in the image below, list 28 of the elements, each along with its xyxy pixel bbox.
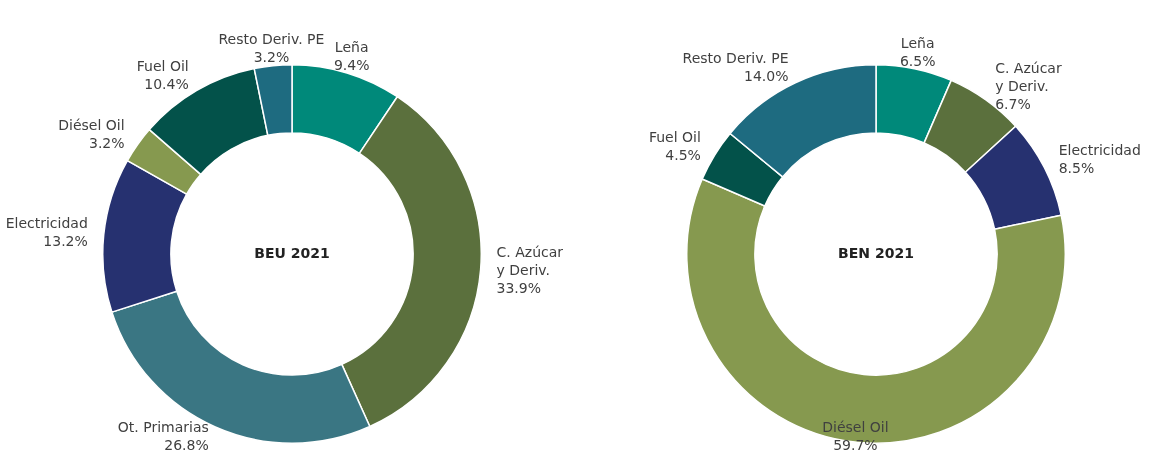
- data-label: 6.5%: [899, 52, 936, 69]
- slice-label: Fuel Oil: [648, 128, 701, 145]
- data-label: 59.7%: [833, 436, 878, 453]
- slice-label: Leña: [334, 39, 369, 56]
- slice-label: Diésel Oil: [822, 418, 889, 435]
- data-label: 3.2%: [253, 49, 290, 66]
- data-label: 10.4%: [144, 76, 189, 93]
- data-label: 33.9%: [496, 279, 542, 296]
- text: BEU 2021: [254, 244, 330, 261]
- slice-label: Ot. Primarias: [117, 418, 209, 435]
- slice-label: Fuel Oil: [136, 58, 189, 75]
- slice-label: Resto Deriv. PE: [682, 49, 789, 66]
- slice-label: Diésel Oil: [58, 116, 125, 133]
- slice-label: Resto Deriv. PE: [218, 31, 325, 48]
- data-label: 6.7%: [995, 95, 1031, 112]
- slice-label: C. Azúcar y Deriv.: [496, 243, 564, 278]
- data-label: 3.2%: [88, 134, 125, 151]
- data-label: 26.8%: [164, 436, 209, 453]
- slice-label: Electricidad: [1058, 142, 1141, 159]
- text: BEN 2021: [838, 244, 914, 261]
- data-label: 4.5%: [665, 146, 701, 163]
- data-label: 13.2%: [43, 232, 88, 249]
- slice-label: Electricidad: [5, 214, 88, 231]
- slice-label: Leña: [900, 34, 935, 51]
- data-label: 14.0%: [744, 67, 789, 84]
- data-label: 8.5%: [1058, 160, 1095, 177]
- slice-label: C. Azúcar y Deriv.: [995, 59, 1062, 94]
- data-label: 9.4%: [333, 57, 370, 74]
